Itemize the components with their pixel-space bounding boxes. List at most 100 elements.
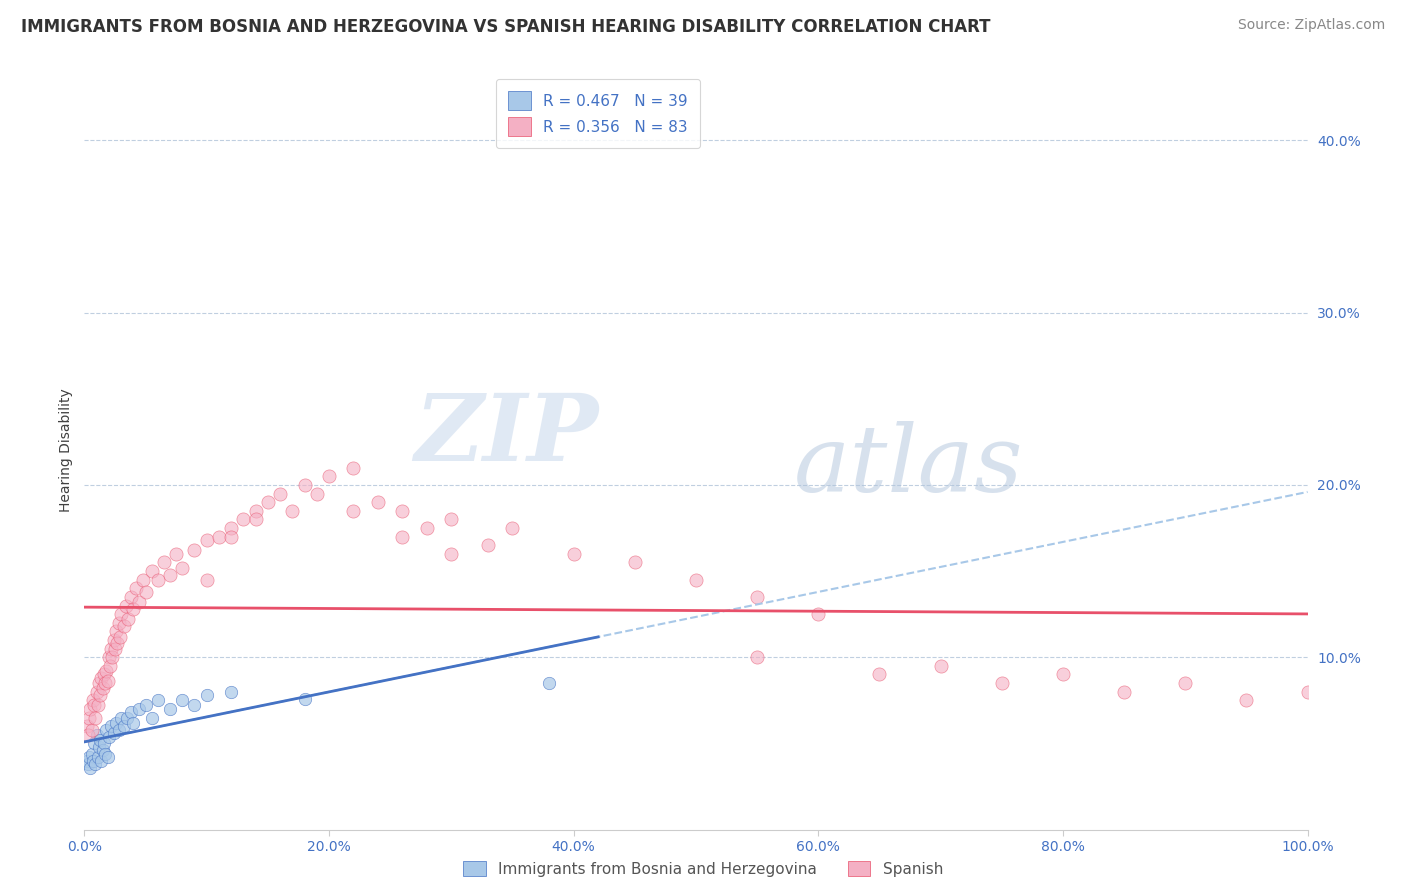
Point xyxy=(141,564,163,578)
Point xyxy=(929,658,952,673)
Point xyxy=(80,723,103,737)
Point xyxy=(747,650,769,665)
Point xyxy=(208,530,231,544)
Point xyxy=(128,702,150,716)
Text: ZIP: ZIP xyxy=(413,391,598,480)
Point xyxy=(195,533,218,547)
Point xyxy=(120,590,142,604)
Point xyxy=(103,633,125,648)
Point xyxy=(84,710,107,724)
Point xyxy=(245,512,267,526)
Point xyxy=(624,556,647,570)
Point xyxy=(294,478,316,492)
Point xyxy=(77,750,100,764)
Point xyxy=(90,754,112,768)
Point xyxy=(115,599,138,613)
Point xyxy=(101,650,124,665)
Point xyxy=(77,757,100,772)
Point xyxy=(82,754,104,768)
Point xyxy=(219,684,242,698)
Point xyxy=(76,719,98,733)
Point xyxy=(107,723,129,737)
Point xyxy=(219,521,242,535)
Point xyxy=(108,630,131,644)
Point xyxy=(86,728,108,742)
Text: Source: ZipAtlas.com: Source: ZipAtlas.com xyxy=(1237,18,1385,32)
Point xyxy=(440,547,463,561)
Point xyxy=(77,710,100,724)
Point xyxy=(1174,676,1197,690)
Point xyxy=(342,460,364,475)
Point xyxy=(91,743,114,757)
Point xyxy=(172,693,194,707)
Point xyxy=(93,736,115,750)
Point xyxy=(77,728,100,742)
Point xyxy=(96,664,118,678)
Point xyxy=(105,636,128,650)
Point xyxy=(100,719,122,733)
Point xyxy=(146,573,169,587)
Point xyxy=(991,676,1014,690)
Point xyxy=(83,698,105,713)
Point xyxy=(416,521,439,535)
Point xyxy=(105,715,128,730)
Point xyxy=(91,681,114,696)
Point xyxy=(159,702,181,716)
Point xyxy=(1296,684,1319,698)
Point xyxy=(391,530,413,544)
Point xyxy=(538,676,561,690)
Point xyxy=(110,607,132,622)
Point xyxy=(807,607,830,622)
Point xyxy=(141,710,163,724)
Point xyxy=(76,754,98,768)
Point xyxy=(110,710,132,724)
Point xyxy=(107,615,129,630)
Text: IMMIGRANTS FROM BOSNIA AND HERZEGOVINA VS SPANISH HEARING DISABILITY CORRELATION: IMMIGRANTS FROM BOSNIA AND HERZEGOVINA V… xyxy=(21,18,991,36)
Point xyxy=(502,521,524,535)
Point xyxy=(122,715,145,730)
Point xyxy=(257,495,280,509)
Point xyxy=(122,602,145,616)
Point xyxy=(103,726,125,740)
Point xyxy=(84,757,107,772)
Point xyxy=(281,504,304,518)
Point xyxy=(153,556,176,570)
Point xyxy=(89,688,111,702)
Point xyxy=(477,538,499,552)
Point xyxy=(80,747,103,761)
Point xyxy=(135,584,157,599)
Text: atlas: atlas xyxy=(794,421,1024,510)
Point xyxy=(79,702,101,716)
Y-axis label: Hearing Disability: Hearing Disability xyxy=(59,389,73,512)
Point xyxy=(318,469,340,483)
Point xyxy=(269,486,291,500)
Point xyxy=(104,641,127,656)
Point xyxy=(96,723,118,737)
Point xyxy=(1052,667,1074,681)
Point xyxy=(97,650,120,665)
Point xyxy=(93,667,115,681)
Point xyxy=(87,698,110,713)
Point xyxy=(1236,693,1258,707)
Point xyxy=(83,736,105,750)
Point xyxy=(172,560,194,574)
Point xyxy=(89,733,111,747)
Point xyxy=(97,750,120,764)
Point xyxy=(112,619,135,633)
Point xyxy=(1114,684,1136,698)
Point xyxy=(105,624,128,639)
Point xyxy=(219,530,242,544)
Point xyxy=(128,595,150,609)
Point xyxy=(98,658,121,673)
Point xyxy=(391,504,413,518)
Point xyxy=(159,567,181,582)
Point xyxy=(94,676,117,690)
Point xyxy=(232,512,254,526)
Point xyxy=(195,573,218,587)
Point xyxy=(367,495,389,509)
Legend: R = 0.467   N = 39, R = 0.356   N = 83: R = 0.467 N = 39, R = 0.356 N = 83 xyxy=(496,79,700,148)
Point xyxy=(562,547,585,561)
Point xyxy=(79,760,101,774)
Point xyxy=(869,667,891,681)
Point xyxy=(440,512,463,526)
